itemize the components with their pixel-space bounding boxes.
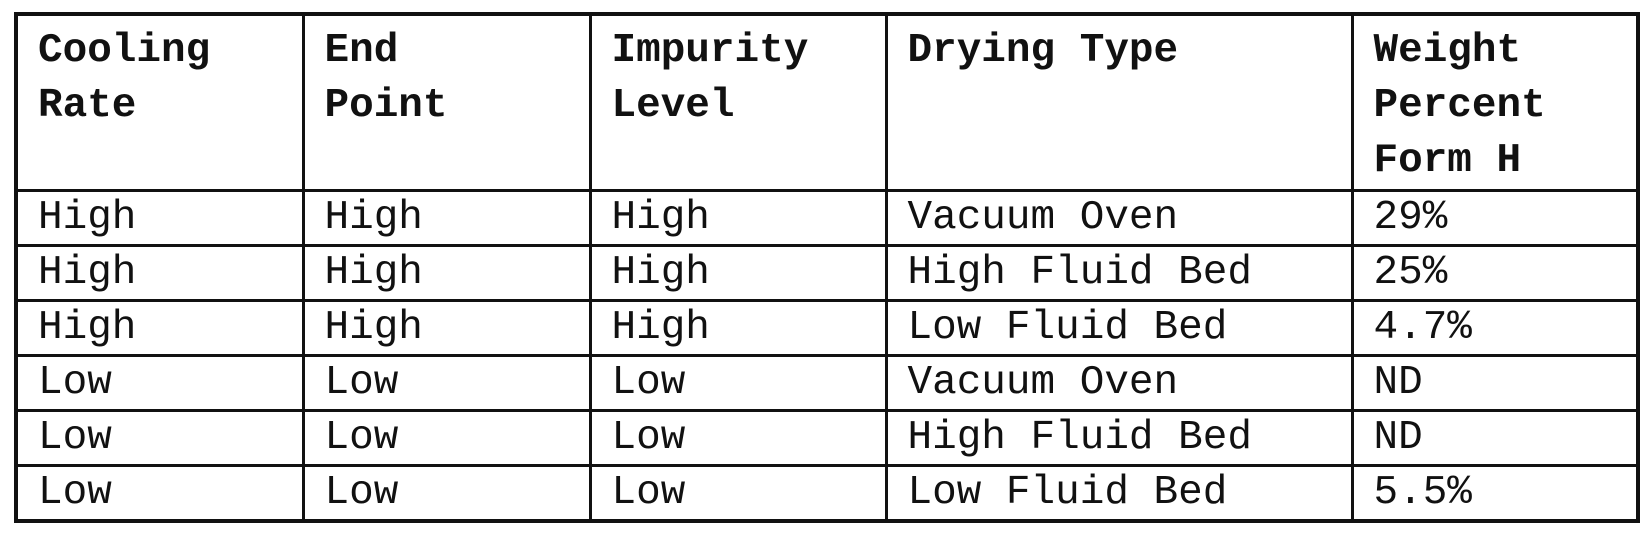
cell-end-point: High (303, 301, 590, 356)
cell-cooling-rate: Low (16, 356, 303, 411)
cell-cooling-rate: High (16, 191, 303, 246)
cell-drying-type: High Fluid Bed (886, 246, 1352, 301)
header-text-line: Point (325, 79, 589, 134)
cell-end-point: Low (303, 356, 590, 411)
cell-weight-percent: ND (1352, 411, 1638, 466)
cell-impurity-level: High (590, 301, 886, 356)
cell-impurity-level: Low (590, 356, 886, 411)
header-text-line: Impurity (612, 24, 885, 79)
header-cooling-rate: Cooling Rate (16, 14, 303, 191)
cell-drying-type: Vacuum Oven (886, 356, 1352, 411)
cell-drying-type: High Fluid Bed (886, 411, 1352, 466)
cell-weight-percent: 25% (1352, 246, 1638, 301)
cell-end-point: High (303, 246, 590, 301)
table-row: Low Low Low High Fluid Bed ND (16, 411, 1638, 466)
header-text-line: End (325, 24, 589, 79)
header-end-point: End Point (303, 14, 590, 191)
header-text-line: Form H (1374, 134, 1637, 189)
cell-cooling-rate: Low (16, 466, 303, 522)
cell-cooling-rate: High (16, 301, 303, 356)
table-row: Low Low Low Low Fluid Bed 5.5% (16, 466, 1638, 522)
cell-weight-percent: 5.5% (1352, 466, 1638, 522)
table-row: High High High High Fluid Bed 25% (16, 246, 1638, 301)
cell-impurity-level: Low (590, 411, 886, 466)
cell-end-point: High (303, 191, 590, 246)
header-weight-percent-form-h: Weight Percent Form H (1352, 14, 1638, 191)
header-impurity-level: Impurity Level (590, 14, 886, 191)
cell-weight-percent: 4.7% (1352, 301, 1638, 356)
data-table: Cooling Rate End Point Impurity Level Dr… (14, 12, 1640, 523)
table-body: High High High Vacuum Oven 29% High High… (16, 191, 1638, 522)
header-row: Cooling Rate End Point Impurity Level Dr… (16, 14, 1638, 191)
header-text-line: Drying Type (908, 24, 1351, 79)
cell-drying-type: Low Fluid Bed (886, 466, 1352, 522)
header-text-line: Percent (1374, 79, 1637, 134)
cell-impurity-level: High (590, 191, 886, 246)
table-row: Low Low Low Vacuum Oven ND (16, 356, 1638, 411)
cell-weight-percent: 29% (1352, 191, 1638, 246)
cell-impurity-level: Low (590, 466, 886, 522)
header-drying-type: Drying Type (886, 14, 1352, 191)
table-header: Cooling Rate End Point Impurity Level Dr… (16, 14, 1638, 191)
cell-drying-type: Vacuum Oven (886, 191, 1352, 246)
header-text-line: Rate (38, 79, 302, 134)
table-row: High High High Low Fluid Bed 4.7% (16, 301, 1638, 356)
cell-impurity-level: High (590, 246, 886, 301)
header-text-line: Cooling (38, 24, 302, 79)
header-text-line: Level (612, 79, 885, 134)
header-text-line: Weight (1374, 24, 1637, 79)
cell-weight-percent: ND (1352, 356, 1638, 411)
cell-end-point: Low (303, 411, 590, 466)
cell-cooling-rate: Low (16, 411, 303, 466)
cell-end-point: Low (303, 466, 590, 522)
cell-drying-type: Low Fluid Bed (886, 301, 1352, 356)
cell-cooling-rate: High (16, 246, 303, 301)
table-row: High High High Vacuum Oven 29% (16, 191, 1638, 246)
